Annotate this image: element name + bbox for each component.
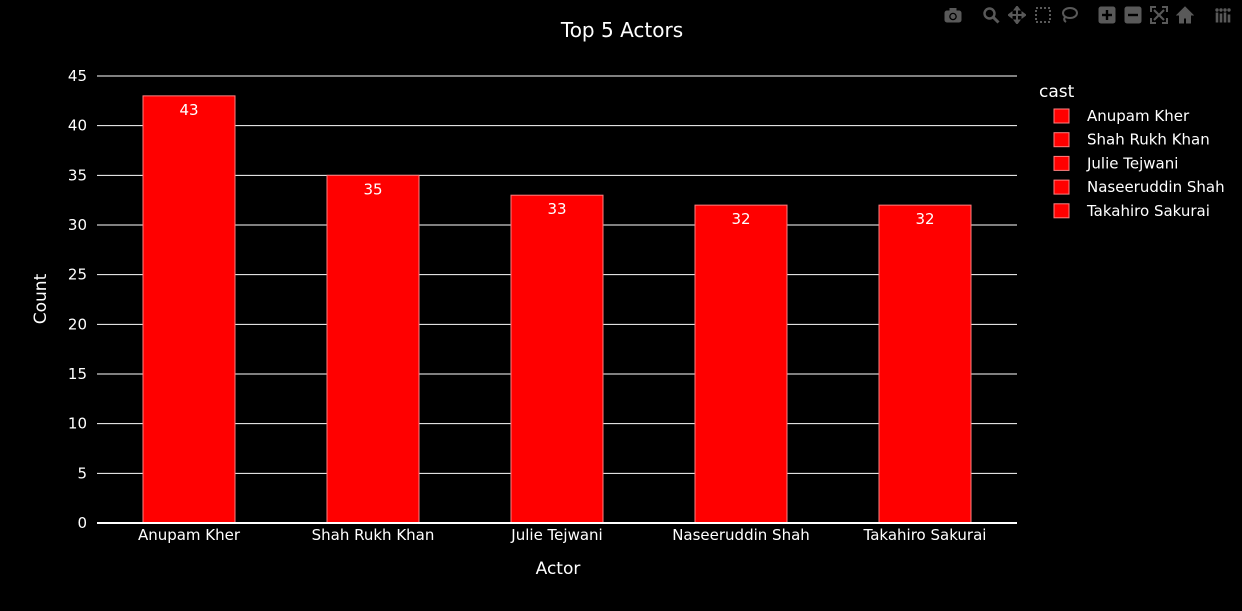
x-tick-label: Takahiro Sakurai (863, 526, 987, 544)
legend-item[interactable]: Takahiro Sakurai (1053, 202, 1210, 220)
legend-swatch (1053, 155, 1070, 171)
bar[interactable] (510, 194, 604, 524)
legend-label: Shah Rukh Khan (1087, 131, 1210, 149)
legend-label: Takahiro Sakurai (1086, 202, 1210, 220)
y-tick-label: 5 (77, 464, 87, 482)
legend-swatch (1053, 108, 1070, 124)
legend-items: Anupam Kher Shah Rukh Khan Julie Tejwani Na… (1053, 107, 1225, 220)
pan-icon[interactable] (1004, 3, 1030, 27)
legend-swatch (1053, 203, 1070, 219)
lasso-select-icon[interactable] (1056, 3, 1082, 27)
modebar-group-select (978, 3, 1082, 27)
bar[interactable] (142, 95, 236, 524)
bar-value-label: 32 (915, 210, 934, 228)
y-tick-label: 40 (68, 117, 87, 135)
x-tick-label: Julie Tejwani (510, 526, 602, 544)
autoscale-icon[interactable] (1146, 3, 1172, 27)
plotly-logo-icon[interactable] (1210, 3, 1236, 27)
y-tick-label: 0 (77, 514, 87, 532)
data-labels: 43 35 33 32 32 (179, 101, 934, 228)
x-tick-label: Anupam Kher (138, 526, 241, 544)
chart-title: Top 5 Actors (560, 18, 683, 42)
box-select-icon[interactable] (1030, 3, 1056, 27)
modebar-group-capture (940, 3, 966, 27)
legend: cast Anupam Kher Shah Rukh Khan Julie Tejw… (1039, 82, 1225, 220)
y-tick-label: 45 (68, 67, 87, 85)
camera-icon[interactable] (940, 3, 966, 27)
legend-item[interactable]: Julie Tejwani (1053, 154, 1178, 172)
zoom-out-icon[interactable] (1120, 3, 1146, 27)
legend-swatch (1053, 179, 1070, 195)
zoom-icon[interactable] (978, 3, 1004, 27)
y-tick-label: 35 (68, 166, 87, 184)
bar[interactable] (694, 204, 788, 524)
legend-title: cast (1039, 82, 1075, 102)
bar[interactable] (326, 174, 420, 524)
y-tick-label: 25 (68, 266, 87, 284)
modebar (928, 3, 1236, 27)
bar-value-label: 35 (363, 180, 382, 198)
x-tick-label: Naseeruddin Shah (672, 526, 810, 544)
legend-item[interactable]: Anupam Kher (1053, 107, 1190, 125)
modebar-group-logo (1210, 3, 1236, 27)
legend-label: Julie Tejwani (1086, 154, 1178, 172)
x-tick-label: Shah Rukh Khan (312, 526, 435, 544)
axes: 0 5 10 15 20 25 30 35 40 45 Anupam Kher Shah Rukh K… (68, 67, 1017, 544)
bar-value-label: 33 (547, 200, 566, 218)
y-tick-label: 20 (68, 315, 87, 333)
modebar-group-zoom (1094, 3, 1198, 27)
bar[interactable] (878, 204, 972, 524)
bar-value-label: 43 (179, 101, 198, 119)
bars (142, 95, 972, 524)
zoom-in-icon[interactable] (1094, 3, 1120, 27)
y-tick-label: 30 (68, 216, 87, 234)
x-axis-title: Actor (536, 559, 581, 579)
bar-value-label: 32 (731, 210, 750, 228)
y-tick-label: 10 (68, 415, 87, 433)
legend-item[interactable]: Shah Rukh Khan (1053, 131, 1210, 149)
y-tick-label: 15 (68, 365, 87, 383)
legend-label: Anupam Kher (1087, 107, 1190, 125)
legend-swatch (1053, 132, 1070, 148)
y-axis-title: Count (31, 273, 51, 324)
legend-item[interactable]: Naseeruddin Shah (1053, 178, 1225, 196)
legend-label: Naseeruddin Shah (1087, 178, 1225, 196)
reset-axes-icon[interactable] (1172, 3, 1198, 27)
